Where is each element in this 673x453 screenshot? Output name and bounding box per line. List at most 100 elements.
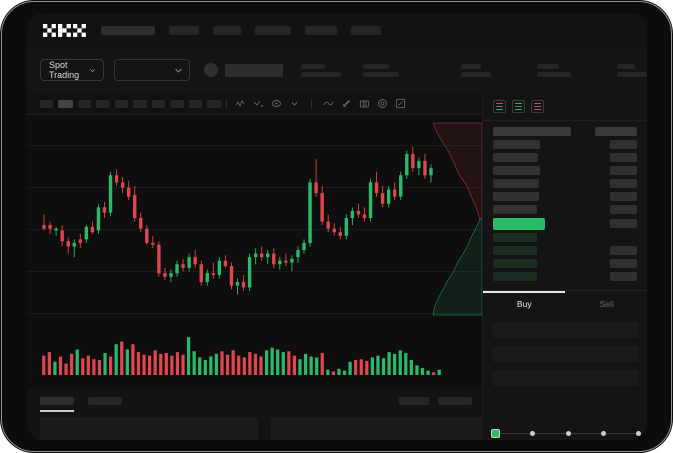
amount-percent-stepper[interactable] xyxy=(491,426,641,440)
orderbook-ask-row[interactable] xyxy=(483,138,647,151)
bottom-action-button[interactable] xyxy=(438,397,472,405)
orderbook-ask-row[interactable] xyxy=(483,190,647,203)
chart-gridline xyxy=(27,271,482,272)
nav-item-1[interactable] xyxy=(101,25,155,35)
toolbar-divider xyxy=(226,98,227,109)
okx-logo-icon[interactable] xyxy=(43,23,87,37)
market-header-bar: Spot Trading xyxy=(27,47,647,93)
toolbar-divider xyxy=(311,98,312,109)
timeframe-buttons xyxy=(40,99,222,108)
bid-size-cell xyxy=(493,272,537,281)
pair-select-dropdown[interactable] xyxy=(114,59,190,81)
top-navigation-bar xyxy=(27,13,647,47)
nav-item-6[interactable] xyxy=(351,25,381,35)
trading-app-screen: Spot Trading xyxy=(27,13,647,440)
timeframe-button[interactable] xyxy=(40,99,53,108)
fullscreen-icon[interactable] xyxy=(395,98,406,109)
spot-trading-dropdown[interactable]: Spot Trading xyxy=(40,59,105,81)
bottom-tabs xyxy=(27,389,482,413)
order-book-panel: Buy Sell xyxy=(482,93,647,440)
order-form-body xyxy=(483,316,647,416)
timeframe-button-active[interactable] xyxy=(58,99,73,108)
volume-bars-layer xyxy=(42,337,441,375)
stepper-dot[interactable] xyxy=(530,430,536,436)
timeframe-button[interactable] xyxy=(170,99,184,108)
nav-item-5[interactable] xyxy=(305,25,337,35)
candles-layer xyxy=(42,146,433,295)
timeframe-button[interactable] xyxy=(78,99,91,108)
bid-price-cell xyxy=(610,259,637,268)
chevron-down-icon xyxy=(90,68,96,72)
stepper-dot[interactable] xyxy=(565,430,571,436)
orderbook-divider xyxy=(483,120,647,121)
spot-trading-label: Spot Trading xyxy=(49,60,80,80)
chart-gridline xyxy=(27,313,482,314)
orderbook-view-bids-icon[interactable] xyxy=(512,100,525,113)
timeframe-button[interactable] xyxy=(115,99,128,108)
volume-chart[interactable] xyxy=(27,323,482,389)
amount-field[interactable] xyxy=(492,370,639,386)
market-stat xyxy=(617,63,647,77)
orderbook-bid-row[interactable] xyxy=(483,270,647,283)
ask-price-cell xyxy=(610,179,637,188)
bottom-tab-active[interactable] xyxy=(40,397,74,405)
tab-sell[interactable]: Sell xyxy=(599,298,614,309)
magnet-icon[interactable] xyxy=(341,98,352,109)
stepper-dot[interactable] xyxy=(600,430,606,436)
ask-size-cell xyxy=(493,153,538,162)
chart-gridline xyxy=(27,145,482,146)
bottom-action-button[interactable] xyxy=(399,397,429,405)
bottom-cards xyxy=(40,417,489,440)
timeframe-button[interactable] xyxy=(207,99,222,108)
bottom-tab[interactable] xyxy=(88,397,122,405)
ask-size-cell xyxy=(493,192,539,201)
market-stat xyxy=(537,63,571,77)
nav-item-3[interactable] xyxy=(213,25,241,35)
line-style-icon[interactable] xyxy=(323,98,334,109)
orderbook-current-price-row xyxy=(483,216,647,231)
bottom-card[interactable] xyxy=(40,417,258,440)
indicator-icon[interactable] xyxy=(235,98,246,109)
pair-info xyxy=(204,63,283,77)
bottom-orders-panel xyxy=(27,389,489,440)
stepper-dot[interactable] xyxy=(636,430,641,436)
dropdown-caret-icon[interactable] xyxy=(289,98,300,109)
tab-buy[interactable]: Buy xyxy=(516,298,532,309)
candlestick-chart[interactable] xyxy=(27,115,482,323)
orderbook-ask-row[interactable] xyxy=(483,164,647,177)
orderbook-view-both-icon[interactable] xyxy=(493,100,506,113)
timeframe-button[interactable] xyxy=(133,99,147,108)
orderbook-col-header-left xyxy=(493,127,571,136)
timeframe-button[interactable] xyxy=(96,99,110,108)
order-type-field[interactable] xyxy=(492,322,639,338)
market-stat xyxy=(461,63,491,77)
orderbook-bid-row[interactable] xyxy=(483,257,647,270)
timeframe-button[interactable] xyxy=(152,99,165,108)
timeframe-button[interactable] xyxy=(189,99,202,108)
nav-item-4[interactable] xyxy=(255,25,291,35)
stepper-line xyxy=(605,432,636,434)
orderbook-bid-row[interactable] xyxy=(483,231,647,244)
camera-icon[interactable] xyxy=(359,98,370,109)
orderbook-ask-row[interactable] xyxy=(483,177,647,190)
buy-tab-indicator xyxy=(483,291,565,293)
orderbook-ask-row[interactable] xyxy=(483,151,647,164)
settings-gear-icon[interactable] xyxy=(377,98,388,109)
alert-icon[interactable] xyxy=(271,98,282,109)
chart-gridline xyxy=(27,187,482,188)
ask-size-cell xyxy=(493,205,537,214)
price-field[interactable] xyxy=(492,346,639,362)
orderbook-ask-row[interactable] xyxy=(483,203,647,216)
stepper-line xyxy=(535,432,566,434)
stepper-dot-active[interactable] xyxy=(491,428,500,438)
nav-item-2[interactable] xyxy=(169,25,199,35)
orderbook-col-header-right xyxy=(595,127,637,136)
bottom-card[interactable] xyxy=(271,417,489,440)
nav-items-group xyxy=(101,25,381,35)
orderbook-bid-row[interactable] xyxy=(483,244,647,257)
compare-icon[interactable] xyxy=(253,98,264,109)
current-price-highlight xyxy=(493,217,545,230)
orderbook-view-asks-icon[interactable] xyxy=(531,100,544,113)
bottom-actions xyxy=(399,397,472,405)
